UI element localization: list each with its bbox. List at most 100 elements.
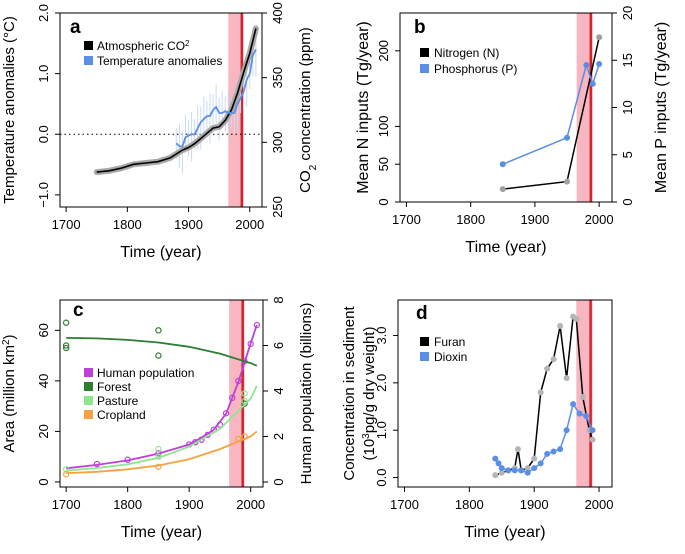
legend-swatch — [420, 48, 429, 57]
series-point-dioxin — [557, 446, 564, 453]
series-point-dioxin — [583, 412, 590, 419]
x-tick-label: 1700 — [52, 497, 81, 512]
legend-label: Atmospheric CO2 — [97, 39, 190, 54]
series-point-dioxin — [498, 465, 505, 472]
y-axis-label-left: Area (million km2) — [1, 334, 19, 452]
data-point-pasture — [241, 397, 248, 405]
plot-frame — [59, 12, 263, 208]
data-point-forest — [62, 319, 70, 326]
series-point-furan — [524, 465, 531, 472]
y-axis-label-right-part-1: 2 — [308, 164, 319, 170]
y-axis-label-left-part-1: 2 — [1, 339, 12, 345]
y-tick-label-left: 100 — [376, 116, 391, 138]
y-tick-label-right: 2 — [271, 433, 286, 440]
legend-label: Forest — [97, 380, 132, 394]
data-point-pasture — [155, 453, 162, 460]
plot-frame — [397, 299, 613, 488]
legend-swatch — [84, 382, 93, 391]
y-tick-label-right: 300 — [270, 131, 285, 153]
y-tick-label-left: 200 — [376, 40, 391, 62]
data-point-human — [198, 436, 205, 443]
y-axis-label-left: Mean N inputs (Tg/year) — [355, 21, 372, 194]
y-tick-label-left: 0 — [36, 478, 51, 485]
y-tick-label-right: 4 — [271, 387, 286, 394]
y-tick-label-right: 0 — [620, 198, 635, 205]
x-tick-label: 1900 — [175, 497, 204, 512]
x-tick-label: 2000 — [585, 212, 614, 227]
y-axis-label-right: Human population (billions) — [298, 303, 315, 485]
y-axis-label-right: Mean P inputs (Tg/year) — [653, 22, 670, 193]
legend-swatch — [420, 352, 429, 361]
series-point-furan — [531, 455, 538, 462]
x-tick-label: 2000 — [585, 497, 614, 512]
legend-label: Nitrogen (N) — [434, 46, 499, 60]
legend-label-part-0: Atmospheric CO — [97, 39, 185, 53]
x-tick-label: 1800 — [456, 212, 485, 227]
series-point-furan — [550, 356, 557, 363]
y-tick-label-left: 60 — [36, 323, 51, 337]
y-axis-label-right-part-0: CO — [297, 170, 314, 193]
data-point-human — [93, 460, 101, 468]
y-axis-label-right: CO2 concentration (ppm) — [297, 27, 319, 193]
legend-swatch — [84, 410, 93, 419]
y-tick-label-right: 250 — [270, 196, 285, 218]
data-point-human — [124, 456, 131, 463]
x-tick-label: 2000 — [235, 217, 264, 232]
data-point-human — [253, 321, 261, 329]
panel-d: 1700 1800 1900 2000 Time (year) 0.0 1.0 2.0 3.0 d… — [341, 299, 614, 541]
fit-curve-pasture — [66, 385, 258, 472]
data-point-pasture — [241, 390, 248, 397]
y-tick-label-left: 50 — [376, 157, 391, 171]
series-point-furan — [589, 436, 596, 443]
series-point-dioxin — [505, 467, 512, 474]
series-point — [564, 134, 571, 141]
data-point-cropland — [62, 471, 70, 478]
legend-swatch — [420, 337, 429, 346]
data-point-human — [222, 410, 230, 417]
y-axis-label-right-part-2: concentration (ppm) — [297, 27, 314, 165]
x-tick-label: 1700 — [52, 217, 81, 232]
co2-line — [96, 28, 257, 173]
x-tick-label: 1900 — [520, 497, 549, 512]
series-point-dioxin — [531, 465, 538, 472]
data-point-human — [235, 377, 242, 385]
x-tick-label: 1700 — [392, 212, 421, 227]
series-point-dioxin — [570, 401, 577, 408]
y-tick-label-right: 10 — [620, 100, 635, 114]
data-point-human — [229, 394, 236, 402]
plot-frame — [59, 299, 264, 488]
series-point — [583, 61, 590, 68]
data-point-human — [247, 340, 254, 348]
highlight-band — [576, 13, 593, 202]
panel-a: 1700 1800 1900 2000 Time (year) −1.0 0.0 1.0 2.0… — [1, 2, 319, 261]
series-point-dioxin — [537, 460, 544, 467]
y-tick-label-left: −1.0 — [36, 182, 51, 208]
y-tick-label-left: 0 — [376, 198, 391, 205]
x-tick-label: 1700 — [390, 497, 419, 512]
legend-swatch — [84, 396, 93, 405]
y-axis-label-left-part-2: ) — [1, 334, 18, 339]
panel-letter: d — [416, 303, 428, 324]
data-point-pasture — [155, 445, 162, 453]
panel-letter: b — [414, 17, 426, 38]
y-tick-label-left: 1.0 — [374, 421, 389, 439]
legend-label: Human population — [97, 366, 194, 380]
series-point-furan — [498, 469, 505, 476]
y-tick-label-left: 0.0 — [374, 468, 389, 486]
legend-swatch — [84, 56, 93, 65]
y-tick-label-left: 2.0 — [374, 374, 389, 392]
y-tick-label-left: 1.0 — [36, 65, 51, 83]
x-tick-label: 1800 — [455, 497, 484, 512]
y-tick-label-right: 5 — [620, 151, 635, 158]
x-axis-label: Time (year) — [121, 524, 202, 541]
series-point-furan — [544, 365, 551, 372]
series-point-dioxin — [589, 427, 596, 434]
data-point-human — [216, 421, 224, 428]
legend-label: Cropland — [97, 408, 146, 422]
series-point-furan — [557, 323, 564, 330]
data-point-forest — [155, 352, 162, 359]
y-axis-label-line2: (103pg/g dry weight) — [361, 327, 379, 461]
legend-label: Phosphorus (P) — [434, 62, 517, 76]
fit-curve-forest — [66, 337, 258, 367]
series-point — [596, 61, 603, 68]
